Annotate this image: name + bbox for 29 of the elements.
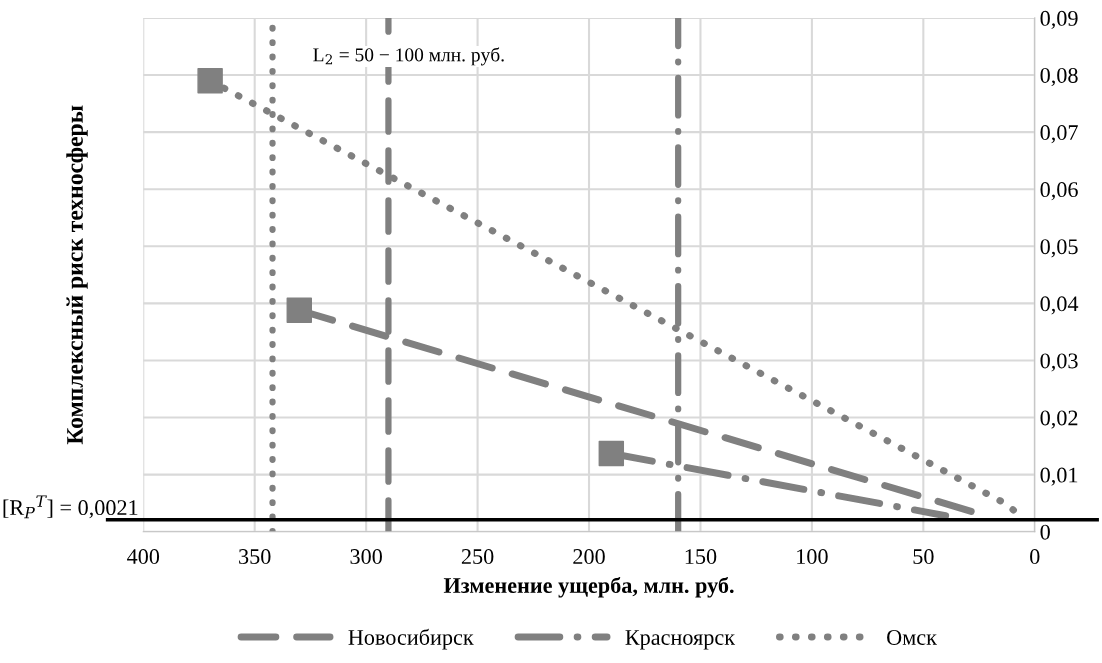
ref-line-label: [R$_{Р}$$^{Т}$] = 0,0021 <box>3 495 138 519</box>
x-tick-label: 50 <box>913 549 934 565</box>
x-tick-label: 0 <box>1030 549 1040 565</box>
x-tick-label: 200 <box>573 549 605 565</box>
y-tick-label: 0,02 <box>1040 410 1078 429</box>
y-tick-label: 0,05 <box>1040 239 1078 258</box>
x-tick-label: 250 <box>461 549 494 565</box>
point <box>598 440 625 467</box>
x-tick-label: 300 <box>350 549 382 565</box>
point <box>286 297 312 323</box>
legend-label: Новосибирск <box>348 628 474 650</box>
y-tick-label: 0,07 <box>1040 125 1078 144</box>
x-tick-label: 100 <box>797 549 828 565</box>
x-tick-label: 400 <box>127 549 160 565</box>
y-tick-label: 0,06 <box>1040 182 1078 201</box>
y-tick-label: 0,04 <box>1040 296 1079 315</box>
annotation: L$_{2}$ = 50 − 100 млн. руб. <box>313 47 504 66</box>
y-tick-label: 0,09 <box>1040 10 1078 30</box>
x-tick-label: 150 <box>685 549 717 565</box>
y-tick-label: 0 <box>1040 524 1050 540</box>
y-tick-label: 0,08 <box>1040 67 1078 87</box>
x-axis-title: Изменение ущерба, млн. руб. <box>443 576 734 598</box>
y-tick-label: 0,03 <box>1040 353 1078 372</box>
legend-label: Омск <box>887 629 937 645</box>
point <box>197 67 223 94</box>
y-axis-title: Комплексный риск техносферы <box>66 105 88 445</box>
legend-label: Красноярск <box>625 630 736 650</box>
y-tick-label: 0,01 <box>1040 467 1078 486</box>
x-tick-label: 350 <box>239 549 271 565</box>
